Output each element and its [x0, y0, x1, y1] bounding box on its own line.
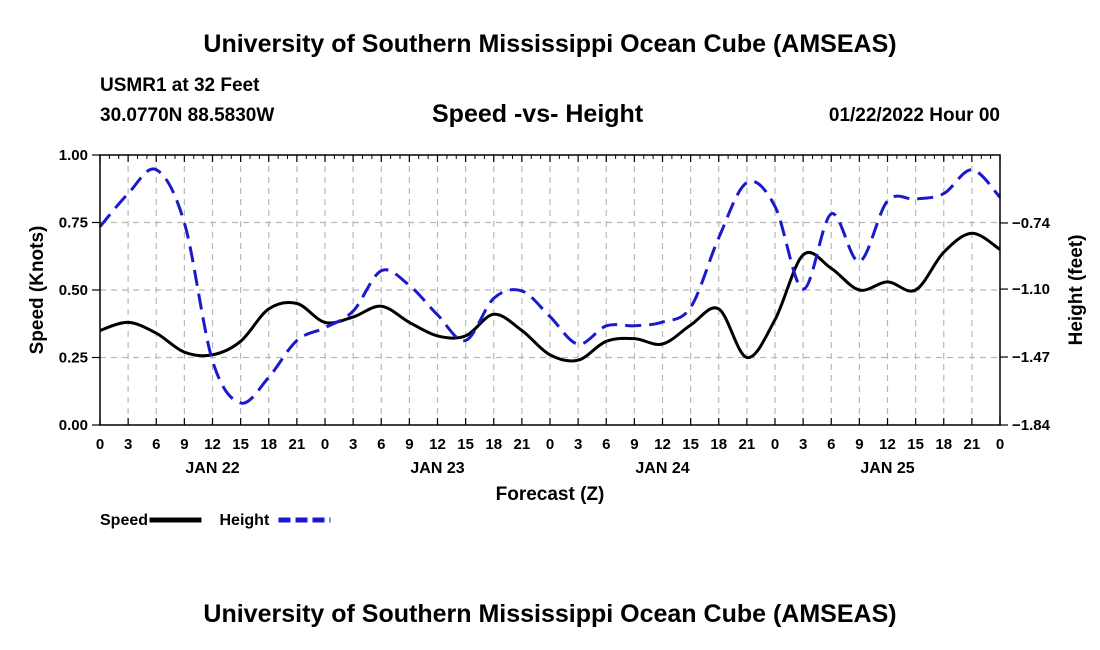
series-line-height	[98, 167, 1002, 405]
x-tick-label: 6	[602, 436, 610, 453]
y2-tick-label: −0.74	[1012, 215, 1051, 232]
chart-title: Speed -vs- Height	[432, 100, 644, 128]
x-tick-label: 9	[405, 436, 413, 453]
chart-labels: Forecast (Z) Speed (Knots) Height (feet)	[27, 226, 1087, 505]
x-tick-label: 0	[771, 436, 779, 453]
legend-label-height: Height	[220, 512, 270, 529]
x-tick-label: 9	[630, 436, 638, 453]
y-tick-label: 0.50	[59, 282, 88, 299]
y2-tick-label: −1.84	[1012, 417, 1051, 434]
day-label: JAN 25	[860, 460, 914, 477]
legend-label-speed: Speed	[100, 512, 148, 529]
x-tick-label: 6	[377, 436, 385, 453]
series-line-speed	[99, 231, 1001, 363]
x-tick-label: 15	[907, 436, 924, 453]
page-title: University of Southern Mississippi Ocean…	[203, 30, 897, 58]
station-coordinates: 30.0770N 88.5830W	[100, 105, 275, 126]
x-tick-label: 12	[204, 436, 221, 453]
y2-tick-label: −1.10	[1012, 281, 1050, 298]
x-tick-label: 15	[682, 436, 699, 453]
chart-series	[98, 167, 1002, 405]
x-tick-label: 21	[739, 436, 756, 453]
x-tick-label: 3	[574, 436, 582, 453]
x-tick-label: 21	[514, 436, 531, 453]
x-tick-label: 3	[124, 436, 132, 453]
chart-grid	[100, 155, 1000, 425]
x-tick-label: 21	[289, 436, 306, 453]
x-tick-label: 15	[457, 436, 474, 453]
y-tick-label: 0.25	[59, 350, 88, 367]
x-tick-label: 9	[180, 436, 188, 453]
x-tick-label: 0	[546, 436, 554, 453]
x-tick-label: 3	[799, 436, 807, 453]
x-tick-label: 18	[485, 436, 502, 453]
x-tick-label: 21	[964, 436, 981, 453]
x-tick-label: 18	[710, 436, 727, 453]
chart-legend: Speed Height	[100, 512, 331, 529]
day-label: JAN 24	[635, 460, 689, 477]
y-axis-label-right: Height (feet)	[1066, 235, 1087, 346]
x-tick-label: 6	[827, 436, 835, 453]
day-label: JAN 22	[185, 460, 239, 477]
x-tick-label: 9	[855, 436, 863, 453]
chart-ticks: 0 3 6 9 12 15 18 21 0 3 6 9 12 15 18 21 0 3 6 9 12 15 18 21 0 3 6 9…	[59, 147, 1051, 477]
x-tick-label: 0	[321, 436, 329, 453]
day-label: JAN 23	[410, 460, 464, 477]
y-tick-label: 0.75	[59, 215, 88, 232]
x-tick-label: 6	[152, 436, 160, 453]
station-label: USMR1 at 32 Feet	[100, 75, 260, 96]
y-tick-label: 1.00	[59, 147, 88, 164]
x-tick-label: 15	[232, 436, 249, 453]
x-tick-label: 12	[654, 436, 671, 453]
y2-tick-label: −1.47	[1012, 349, 1050, 366]
x-tick-label: 18	[260, 436, 277, 453]
x-tick-label: 0	[996, 436, 1004, 453]
x-tick-label: 3	[349, 436, 357, 453]
forecast-datetime: 01/22/2022 Hour 00	[828, 105, 1000, 126]
x-tick-label: 12	[429, 436, 446, 453]
y-axis-label-left: Speed (Knots)	[27, 226, 48, 355]
y-tick-label: 0.00	[59, 417, 88, 434]
x-tick-label: 0	[96, 436, 104, 453]
x-tick-label: 12	[879, 436, 896, 453]
x-axis-label: Forecast (Z)	[496, 484, 605, 505]
x-tick-label: 18	[935, 436, 952, 453]
footer-title: University of Southern Mississippi Ocean…	[203, 600, 897, 628]
